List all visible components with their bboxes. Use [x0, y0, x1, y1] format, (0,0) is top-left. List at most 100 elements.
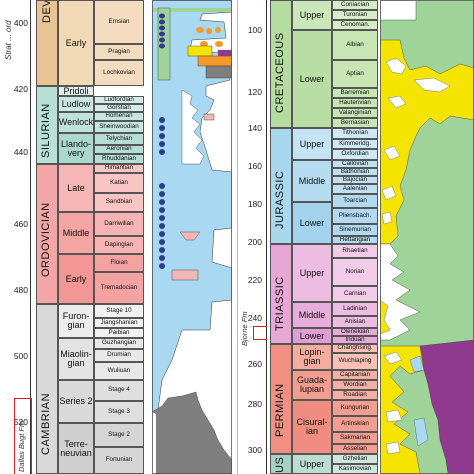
epoch-series2: Series 2: [58, 380, 94, 423]
right-permian-blue: [409, 355, 425, 373]
stage-4: Stage 4: [94, 380, 144, 401]
epoch-ludlow: Ludlow: [58, 96, 94, 112]
stage-ladinian: Ladinian: [332, 302, 378, 316]
period-cretaceous-label: CRETACEOUS: [274, 32, 286, 113]
stage-capitanian: Capitanian: [332, 370, 378, 380]
left-green-band: [152, 8, 232, 12]
left-tick-480: 480: [13, 285, 28, 295]
stage-gorstian: Gorstian: [94, 104, 144, 112]
right-sand-white-2: [413, 77, 451, 93]
period-ordovician: ORDOVICIAN: [36, 164, 58, 304]
stage-olenekian: Olenekian: [332, 328, 378, 336]
stage-kungurian: Kungurian: [332, 400, 378, 416]
right-top-white: [380, 0, 417, 21]
right-column: 100 120 140 160 180 200 220 240 260 280 …: [238, 0, 474, 474]
stage-rhuddanian: Rhuddanian: [94, 154, 144, 164]
period-triassic: TRIASSIC: [270, 244, 292, 344]
stage-aptian: Aptian: [332, 60, 378, 88]
left-tick-520: 520: [13, 417, 28, 427]
right-tick-160: 160: [247, 161, 262, 171]
right-permian-blue-2: [413, 417, 429, 447]
left-orange-blob-4: [200, 41, 208, 47]
period-permian: PERMIAN: [270, 344, 292, 454]
right-sand-upper: [380, 39, 474, 245]
left-tick-460: 460: [13, 219, 28, 229]
left-lithology-column: [152, 0, 232, 474]
period-cretaceous: CRETACEOUS: [270, 0, 292, 128]
right-sand-white-1: [385, 57, 407, 75]
right-formation-label: Bjorne Fm: [240, 311, 249, 346]
right-tick-200: 200: [247, 237, 262, 247]
period-triassic-label: TRIASSIC: [274, 276, 286, 331]
right-tick-260: 260: [247, 359, 262, 369]
right-permian-white-1: [383, 351, 403, 365]
right-sand-white-3: [387, 95, 407, 109]
stage-10: Stage 10: [94, 304, 144, 318]
right-sand-white-4: [383, 145, 401, 161]
right-formation-bracket: [253, 326, 267, 340]
period-carboniferous: US: [270, 454, 292, 474]
right-sand-white-5: [381, 185, 397, 201]
stage-katian: Katian: [94, 173, 144, 193]
stage-pragian: Pragian: [94, 44, 144, 60]
right-lithology-column: [380, 0, 474, 474]
left-water-body: [152, 0, 232, 413]
left-tick-400: 400: [13, 18, 28, 28]
epoch-cisuralian: Cisural- ian: [292, 400, 332, 454]
right-tick-140: 140: [247, 123, 262, 133]
epoch-terreneuvian: Terre- neuvian: [58, 423, 94, 474]
right-permian-sand: [380, 345, 425, 474]
period-ordovician-label: ORDOVICIAN: [40, 202, 52, 277]
period-jurassic: JURASSIC: [270, 128, 292, 244]
stage-jiangshanian: Jiangshanian: [94, 318, 144, 328]
right-tick-120: 120: [247, 87, 262, 97]
left-land-bottom: [152, 391, 232, 474]
right-axis-line: [266, 0, 267, 474]
left-tick-440: 440: [13, 147, 28, 157]
stage-turonian: Turonian: [332, 10, 378, 20]
stage-hauterivian: Hauterivian: [332, 98, 378, 108]
stage-roadian: Roadian: [332, 390, 378, 400]
left-orange-blob-1: [196, 27, 204, 33]
right-tick-280: 280: [247, 399, 262, 409]
left-orange-bed: [197, 55, 232, 67]
right-tick-220: 220: [247, 275, 262, 285]
stage-oxfordian: Oxfordian: [332, 149, 378, 160]
left-orange-blob-2: [206, 28, 212, 34]
epoch-guadalupian: Guada- lupian: [292, 370, 332, 400]
period-devonian-label: DEV: [41, 0, 53, 23]
stage-lochkovian: Lochkovian: [94, 60, 144, 86]
left-yellow-bed: [187, 45, 213, 57]
stage-cenomanian: Cenoman.: [332, 20, 378, 30]
stage-artinskian: Artinskian: [332, 416, 378, 432]
stage-2: Stage 2: [94, 423, 144, 447]
left-column: Strat ... ord 400 420 440 460 480 500 52…: [4, 0, 232, 474]
right-permian-white-3: [385, 441, 401, 455]
epoch-upper-jur: Upper: [292, 128, 332, 160]
epoch-upper-tri: Upper: [292, 244, 332, 302]
stage-sakmarian: Sakmarian: [332, 432, 378, 444]
right-permian-white-2: [385, 409, 403, 423]
panel-divider: [237, 0, 238, 474]
stage-gzhelian: Gzhelian: [332, 454, 378, 464]
epoch-pridoli: Pridoli: [58, 86, 94, 96]
stage-coniacian: Coniacian: [332, 0, 378, 10]
stage-emsian: Emsian: [94, 0, 144, 44]
stage-3: Stage 3: [94, 401, 144, 423]
stage-aalenian: Aalenian: [332, 184, 378, 194]
right-tick-240: 240: [247, 313, 262, 323]
stage-bajocian: Bajocian: [332, 176, 378, 184]
stage-asselian: Asselian: [332, 444, 378, 454]
period-cambrian-label: CAMBRIAN: [40, 392, 52, 455]
stage-homerian: Homerian: [94, 112, 144, 121]
period-jurassic-label: JURASSIC: [274, 170, 286, 229]
left-formation-label: Dallas Bugt Fm: [17, 420, 26, 472]
right-tick-100: 100: [247, 25, 262, 35]
left-pink-block: [203, 113, 215, 121]
stage-fortunian: Fortunian: [94, 447, 144, 474]
stage-tithonian: Tithonian: [332, 128, 378, 139]
stage-berriasian: Berriasian: [332, 118, 378, 128]
stage-floian: Floian: [94, 254, 144, 272]
epoch-lower-tri: Lower: [292, 328, 332, 344]
stage-dapingian: Dapingian: [94, 236, 144, 254]
